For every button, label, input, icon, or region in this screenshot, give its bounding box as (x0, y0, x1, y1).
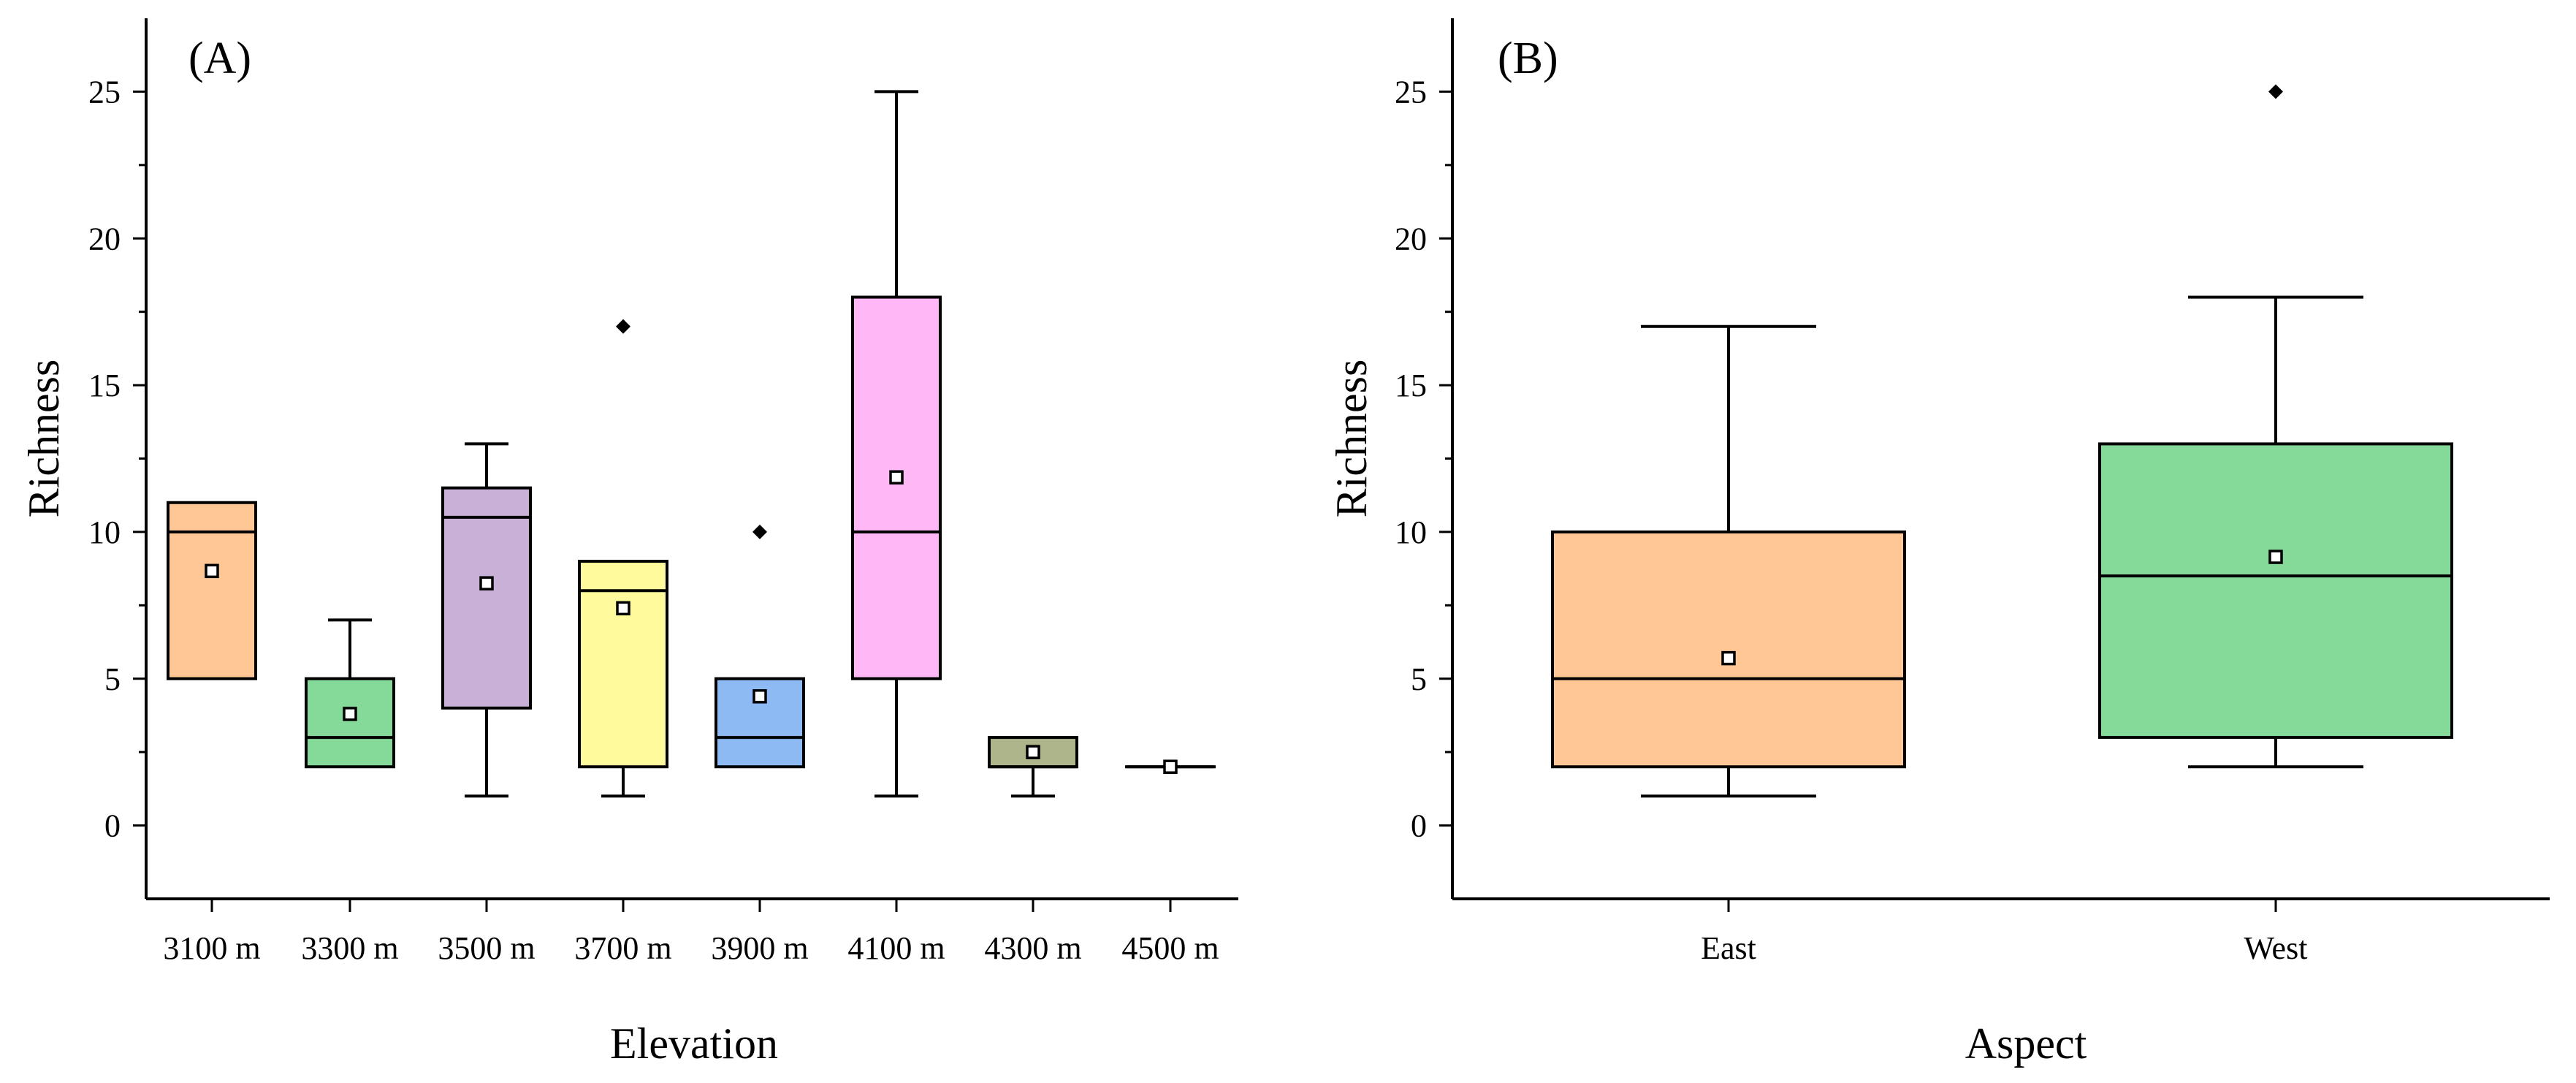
panel-a-box-group (715, 524, 805, 769)
panel-a-x-tick-label: 4500 m (1121, 930, 1219, 966)
panel-a-x-tick-label: 3100 m (163, 930, 260, 966)
panel-label-b: (B) (1498, 34, 1558, 83)
panel-a-y-tick-label: 0 (104, 808, 121, 844)
box (305, 677, 395, 769)
panel-b-xlabel: Aspect (1965, 1019, 2087, 1068)
panel-a-box-group (305, 618, 395, 769)
mean-marker (1026, 745, 1040, 759)
panel-a-box-group (441, 442, 532, 798)
panel-b-x-tick-label: West (2244, 930, 2308, 966)
mean-marker (889, 470, 904, 484)
mean-marker (1721, 650, 1736, 666)
panel-a-box-group (851, 90, 942, 798)
mean-marker (752, 689, 767, 704)
mean-marker (616, 601, 630, 616)
box (1551, 530, 1906, 769)
panel-a-ylabel: Richness (20, 360, 68, 518)
panel-a-y-tick-label: 5 (104, 661, 121, 697)
box (167, 501, 257, 680)
panel-b-y-tick-label: 25 (1395, 74, 1427, 110)
mean-marker (205, 563, 219, 579)
panel-b-y-tick-label: 10 (1395, 514, 1427, 550)
panel-a-y-tick-label: 25 (88, 74, 121, 110)
outlier-point (752, 524, 767, 539)
mean-marker (1163, 759, 1178, 774)
panel-a-box-group (167, 501, 257, 680)
mean-marker (479, 576, 494, 590)
panel-a-box-group (988, 736, 1078, 798)
panel-label-a: (A) (188, 34, 251, 83)
panel-b-ylabel: Richness (1327, 360, 1376, 518)
panel-a-y-tick-label: 15 (88, 368, 121, 403)
panel-a-box-group (578, 319, 668, 798)
panel-a-y-tick-label: 10 (88, 514, 121, 550)
panel-a-x-tick-label: 3900 m (711, 930, 808, 966)
panel-a-xlabel: Elevation (610, 1019, 778, 1068)
mean-marker (343, 707, 357, 721)
box (851, 295, 942, 680)
panel-a-x-tick-label: 4300 m (984, 930, 1081, 966)
panel-a-x-tick-label: 4100 m (847, 930, 945, 966)
panel-a-elevation: (A) Elevation Richness 0 5 10 15 20 25 3100 m 3… (20, 18, 1238, 1068)
outlier-point (2268, 84, 2283, 99)
mean-marker (2268, 550, 2283, 564)
panel-b-box-group (1551, 324, 1906, 798)
panel-a-box-group (1125, 759, 1216, 774)
panel-b-y-tick-label: 20 (1395, 221, 1427, 256)
box (2098, 442, 2453, 740)
box (441, 486, 532, 710)
panel-a-x-tick-label: 3700 m (574, 930, 671, 966)
panel-b-y-tick-label: 15 (1395, 368, 1427, 403)
panel-b-box-group (2098, 84, 2453, 769)
panel-b-x-tick-label: East (1701, 930, 1756, 966)
panel-b-y-tick-label: 5 (1411, 661, 1427, 697)
panel-a-y-tick-label: 20 (88, 221, 121, 256)
box (578, 560, 668, 769)
panel-a-x-tick-label: 3300 m (301, 930, 398, 966)
panel-b-aspect: (B) Aspect Richness 0 5 10 15 20 25 East West (1327, 18, 2550, 1068)
outlier-point (616, 319, 630, 334)
panel-a-x-tick-label: 3500 m (438, 930, 535, 966)
panel-b-y-tick-label: 0 (1411, 808, 1427, 844)
